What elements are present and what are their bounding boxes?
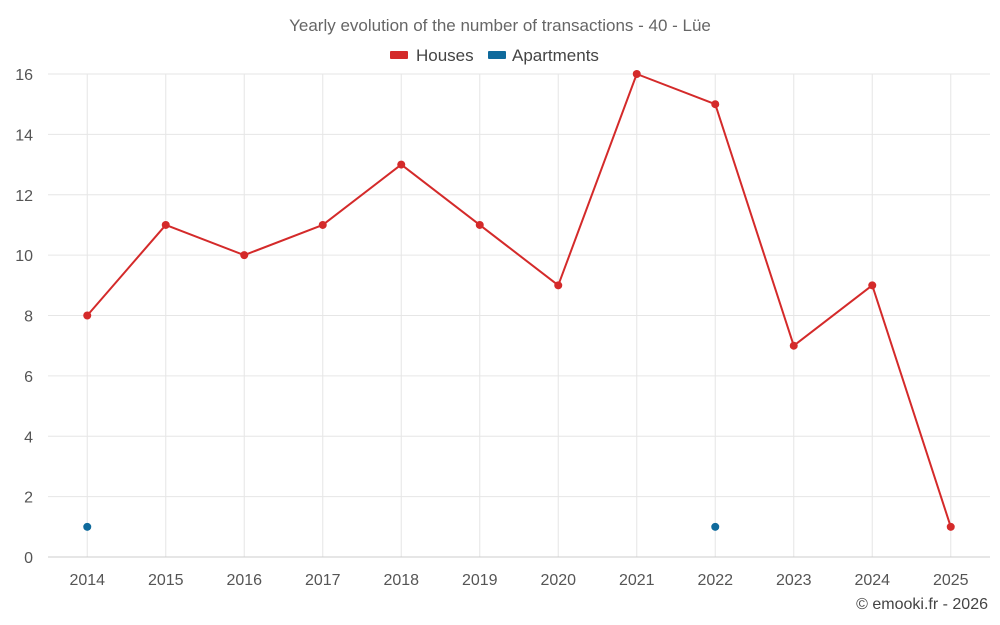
y-tick-label: 10 <box>15 248 33 265</box>
legend-item-apartments[interactable]: Apartments <box>488 46 599 65</box>
y-tick-label: 6 <box>24 369 33 386</box>
data-point-apartments[interactable] <box>83 522 92 531</box>
chart-legend: Houses Apartments <box>390 46 599 65</box>
x-axis-ticks: 2014 2015 2016 2017 2018 2019 2020 2021 2022 2023… <box>69 572 968 589</box>
series-points <box>83 70 955 531</box>
x-tick-label: 2024 <box>854 572 890 589</box>
data-point-houses[interactable] <box>83 311 92 320</box>
legend-label: Apartments <box>512 46 599 65</box>
x-tick-label: 2021 <box>619 572 655 589</box>
x-tick-label: 2018 <box>383 572 419 589</box>
y-tick-label: 2 <box>24 490 33 507</box>
data-point-houses[interactable] <box>632 70 641 78</box>
x-tick-label: 2019 <box>462 572 498 589</box>
legend-swatch <box>390 51 408 59</box>
legend-item-houses[interactable]: Houses <box>390 46 474 65</box>
x-tick-label: 2022 <box>697 572 733 589</box>
data-point-houses[interactable] <box>318 220 327 229</box>
y-axis-ticks: 0 2 4 6 8 10 12 14 16 <box>15 67 33 567</box>
y-tick-label: 0 <box>24 550 33 567</box>
data-point-houses[interactable] <box>789 341 798 350</box>
legend-label: Houses <box>416 46 474 65</box>
legend-swatch <box>488 51 506 59</box>
data-point-apartments[interactable] <box>711 522 720 531</box>
y-tick-label: 4 <box>24 429 33 446</box>
data-point-houses[interactable] <box>161 220 170 229</box>
x-tick-label: 2017 <box>305 572 341 589</box>
chart-grid <box>48 73 990 557</box>
data-point-houses[interactable] <box>475 220 484 229</box>
x-tick-label: 2023 <box>776 572 812 589</box>
series-line-houses <box>86 73 952 528</box>
x-tick-label: 2020 <box>540 572 576 589</box>
data-point-houses[interactable] <box>868 281 877 290</box>
chart-title: Yearly evolution of the number of transa… <box>289 16 711 35</box>
credit-text: © emooki.fr - 2026 <box>856 596 988 613</box>
y-tick-label: 14 <box>15 127 33 144</box>
x-tick-label: 2025 <box>933 572 969 589</box>
x-tick-label: 2015 <box>148 572 184 589</box>
series-lines <box>86 73 952 528</box>
y-tick-label: 12 <box>15 188 33 205</box>
data-point-houses[interactable] <box>240 251 249 260</box>
y-tick-label: 16 <box>15 67 33 84</box>
x-tick-label: 2016 <box>226 572 262 589</box>
data-point-houses[interactable] <box>711 100 720 109</box>
data-point-houses[interactable] <box>946 522 955 531</box>
y-tick-label: 8 <box>24 309 33 326</box>
data-point-houses[interactable] <box>554 281 563 290</box>
x-tick-label: 2014 <box>69 572 105 589</box>
data-point-houses[interactable] <box>397 160 406 169</box>
